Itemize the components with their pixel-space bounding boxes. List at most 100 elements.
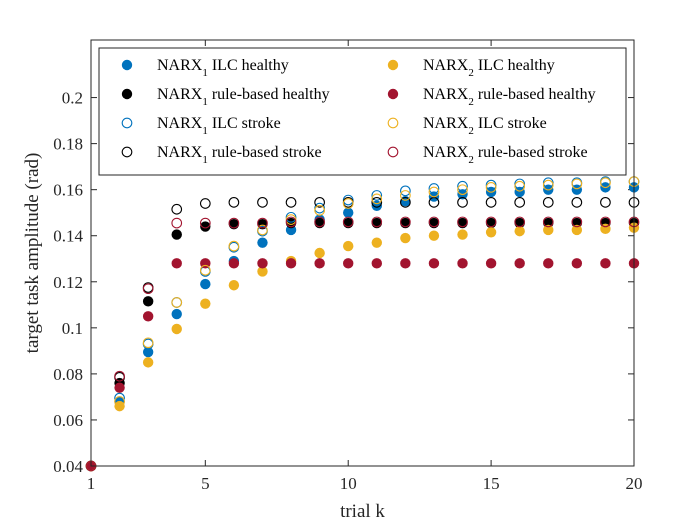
legend-marker (121, 146, 133, 158)
data-point (142, 337, 154, 349)
legend-base: NARX (423, 86, 469, 103)
legend-entry: NARX1 ILC healthy (157, 57, 289, 79)
axes: 1 5 10 15 200.040.060.080.10.120.140.160.180… (53, 40, 643, 493)
data-point (485, 216, 497, 228)
y-tick-label: 0.1 (62, 319, 83, 338)
legend-marker (121, 59, 133, 71)
data-point (514, 186, 525, 198)
data-point (257, 196, 268, 208)
x-tick-label: 20 (626, 474, 643, 493)
data-point (514, 258, 525, 269)
data-point (199, 264, 211, 276)
data-point (257, 258, 268, 269)
x-tick-label: 10 (340, 474, 357, 493)
plot-frame (90, 39, 635, 467)
data-point (514, 225, 525, 237)
y-tick-label: 0.16 (53, 181, 83, 200)
legend-subscript: 2 (468, 96, 474, 108)
data-point (200, 298, 211, 309)
legend-entry: NARX2 rule-based healthy (423, 86, 596, 108)
data-point (314, 258, 325, 269)
legend-base: NARX (157, 115, 203, 132)
legend-marker (387, 117, 399, 129)
legend-rest: ILC stroke (474, 115, 547, 132)
legend-entry: NARX2 rule-based stroke (423, 144, 588, 166)
data-point (371, 193, 383, 205)
data-point (343, 240, 354, 252)
data-point (342, 198, 354, 209)
data-point (457, 258, 468, 269)
data-point (571, 224, 583, 236)
legend-box (98, 47, 627, 176)
data-point (200, 221, 211, 232)
data-point (257, 266, 268, 277)
data-point (457, 180, 468, 192)
data-point (428, 186, 440, 198)
legend-marker (121, 117, 133, 129)
data-point (571, 216, 583, 228)
data-point (600, 196, 611, 208)
data-point (514, 216, 526, 228)
data-point (600, 177, 611, 189)
data-point (228, 196, 240, 208)
legend-base: NARX (423, 57, 469, 74)
data-point (514, 196, 526, 208)
data-point (542, 216, 554, 228)
data-point (228, 280, 240, 291)
data-point (400, 196, 411, 208)
x-axis-label: trial k (340, 501, 385, 522)
legend-base: NARX (157, 86, 203, 103)
data-point (199, 198, 211, 209)
data-point (571, 258, 583, 269)
data-point (485, 196, 497, 208)
data-point (400, 258, 411, 269)
legend-rest: rule-based stroke (474, 144, 588, 161)
axes-box (90, 39, 635, 467)
legend-entry: NARX1 ILC stroke (157, 115, 281, 137)
data-point (200, 278, 211, 290)
legend-rest: rule-based healthy (208, 86, 330, 103)
y-axis-label: target task amplitude (rad) (22, 153, 43, 354)
legend-base: NARX (423, 115, 469, 132)
y-tick-label: 0.18 (53, 135, 83, 154)
data-point (114, 370, 125, 382)
data-point (142, 357, 154, 368)
legend-subscript: 2 (468, 67, 474, 79)
series-narx2-ilc-healthy (85, 222, 640, 472)
data-point (371, 190, 383, 201)
legend-subscript: 1 (202, 67, 208, 79)
data-point (457, 229, 468, 240)
data-point (514, 180, 526, 192)
data-point (542, 179, 554, 191)
data-point (543, 224, 554, 236)
data-point (171, 229, 182, 240)
data-point (457, 196, 468, 208)
legend-marker (387, 59, 399, 71)
legend-base: NARX (157, 57, 203, 74)
data-point (228, 217, 240, 229)
x-tick-label: 5 (201, 474, 210, 493)
y-tick-label: 0.12 (53, 273, 83, 292)
data-point (142, 296, 154, 307)
data-point (257, 224, 268, 236)
legend-marker (387, 88, 399, 100)
data-point (142, 311, 154, 322)
legend-rest: rule-based stroke (208, 144, 322, 161)
data-point (428, 230, 440, 241)
legend-rest: rule-based healthy (474, 86, 596, 103)
data-point (343, 258, 354, 269)
data-point (314, 205, 325, 216)
data-point (228, 258, 240, 269)
data-point (371, 237, 382, 248)
legend-rest: ILC healthy (474, 57, 555, 74)
data-point (400, 216, 411, 228)
data-point (428, 196, 440, 208)
data-point (600, 258, 611, 269)
y-tick-label: 0.06 (53, 411, 83, 430)
series-narx2-rule-based-stroke (85, 216, 640, 472)
legend-marker (121, 88, 133, 100)
legend-subscript: 1 (202, 96, 208, 108)
legend-subscript: 1 (202, 125, 208, 137)
y-tick-label: 0.2 (62, 89, 83, 108)
